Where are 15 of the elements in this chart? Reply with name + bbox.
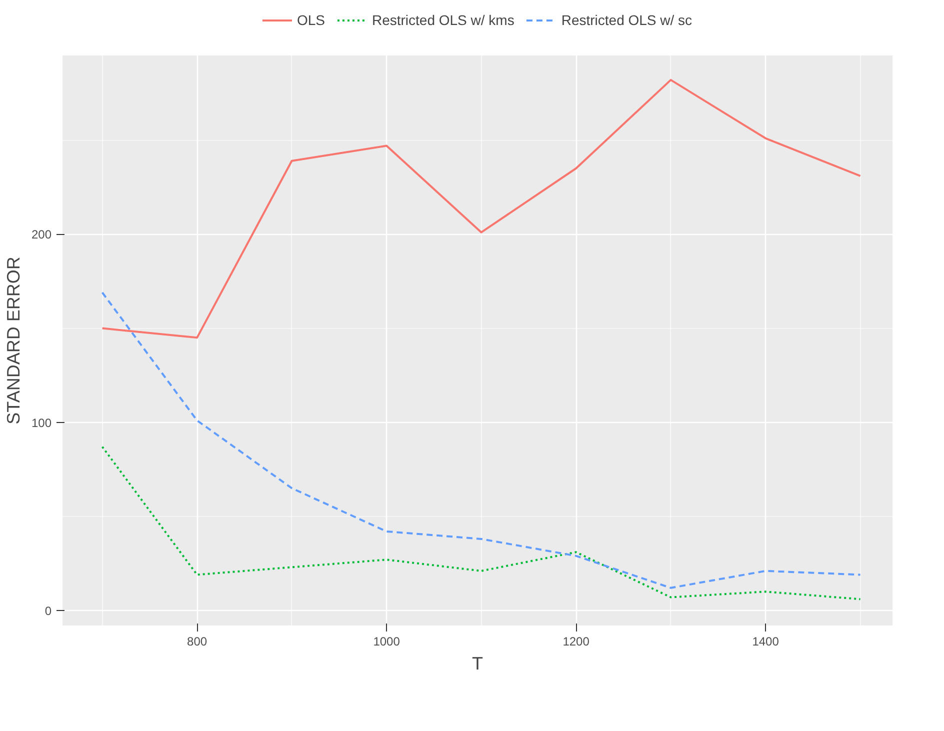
legend-label: Restricted OLS w/ kms <box>372 12 514 28</box>
line-series <box>101 292 862 589</box>
y-tick-label: 200 <box>31 228 52 242</box>
line-series <box>101 446 862 600</box>
x-axis-title: T <box>472 654 483 674</box>
line-series <box>101 78 862 339</box>
x-tick-label: 1000 <box>373 634 400 648</box>
x-tick-label: 1400 <box>752 634 780 648</box>
legend-label: Restricted OLS w/ sc <box>561 12 692 28</box>
x-tick-label: 800 <box>187 634 208 648</box>
y-tick-label: 0 <box>44 604 52 618</box>
x-tick-label: 1200 <box>562 634 590 648</box>
y-tick-label: 100 <box>31 416 52 430</box>
legend-label: OLS <box>296 12 325 28</box>
y-axis-title: STANDARD ERROR <box>3 256 24 424</box>
